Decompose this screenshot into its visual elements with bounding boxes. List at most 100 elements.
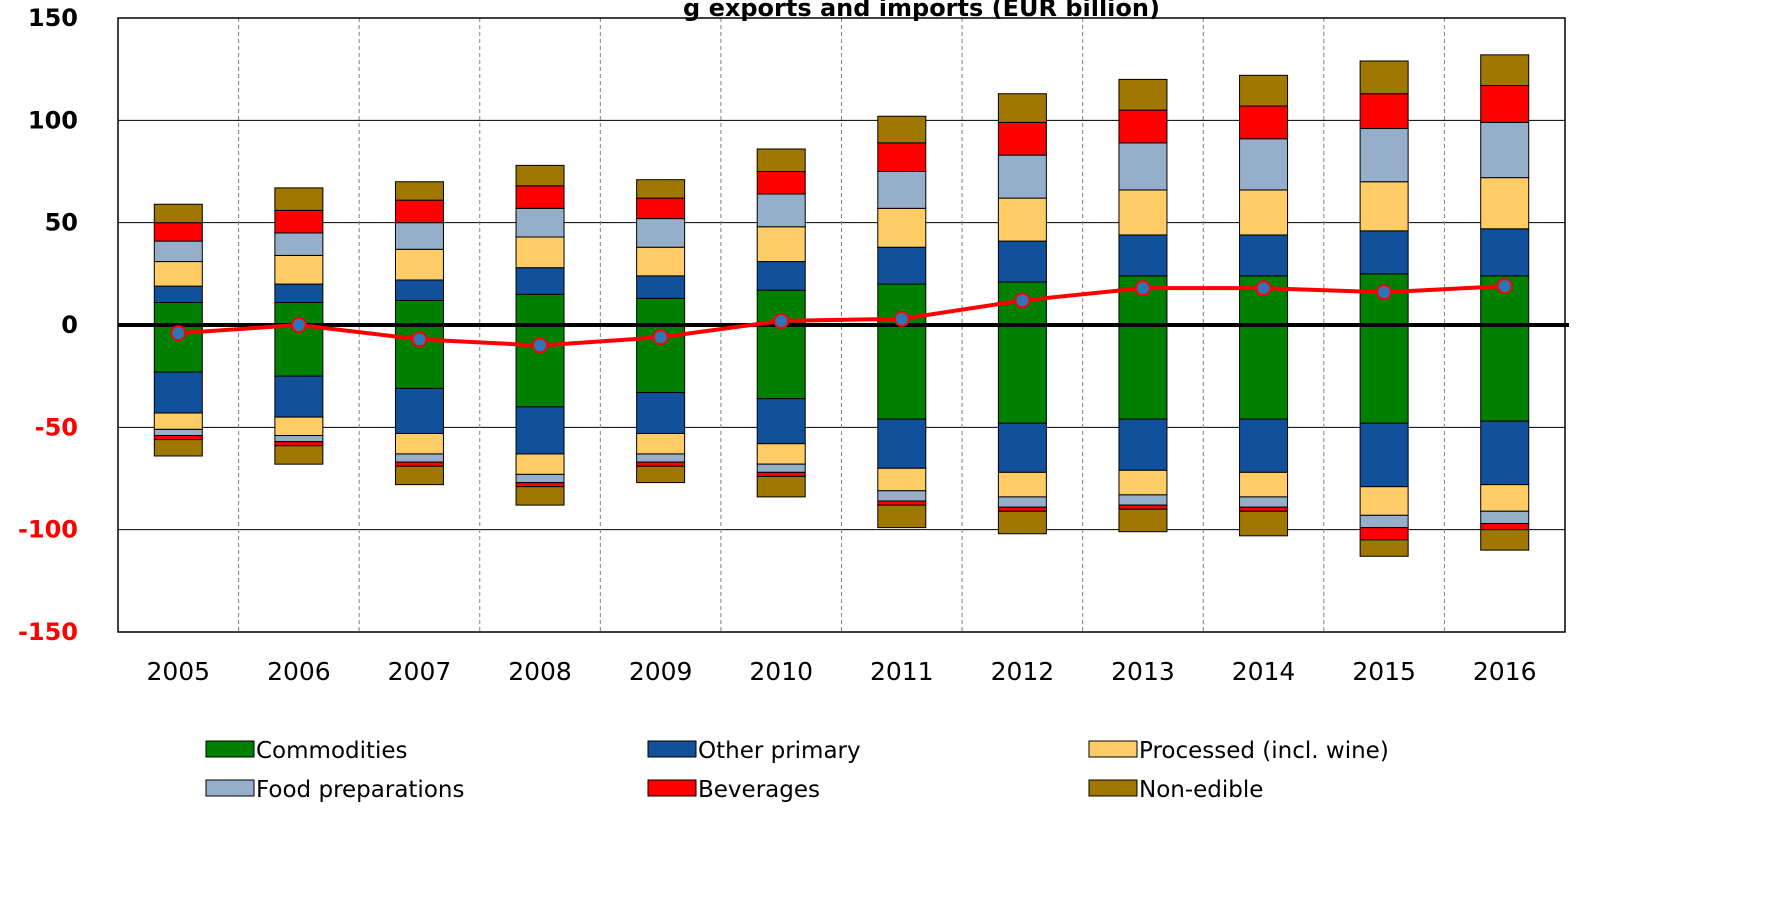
bar-segment xyxy=(997,510,1047,535)
bar-segment xyxy=(1239,74,1289,107)
bar-segment xyxy=(1480,510,1530,525)
bar-segment xyxy=(274,416,324,437)
bar-segment xyxy=(394,432,444,455)
bar-segment xyxy=(636,465,686,484)
bar-segment xyxy=(1118,142,1168,191)
x-tick-label: 2014 xyxy=(1232,657,1296,686)
bar-segment xyxy=(756,193,806,228)
bar-segment xyxy=(1480,324,1530,422)
legend-swatch xyxy=(205,779,255,797)
bar-segment xyxy=(394,299,444,326)
bar-segment xyxy=(997,324,1047,424)
x-tick-label: 2007 xyxy=(388,657,452,686)
bar-segment xyxy=(1118,109,1168,144)
bar-segment xyxy=(394,461,444,467)
bar-segment xyxy=(1359,181,1409,232)
bar-segment xyxy=(1239,506,1289,512)
bar-segment xyxy=(1480,54,1530,87)
bar-segment xyxy=(997,422,1047,473)
balance-point xyxy=(652,329,669,346)
bar-segment xyxy=(1359,527,1409,541)
bar-segment xyxy=(877,207,927,248)
bar-segment xyxy=(877,467,927,492)
balance-point xyxy=(411,331,428,348)
balance-point xyxy=(532,337,549,354)
y-tick-label: 0 xyxy=(61,311,78,339)
bar-segment xyxy=(997,197,1047,242)
bar-segment xyxy=(153,412,203,430)
bar-segment xyxy=(1480,121,1530,179)
balance-point xyxy=(1496,278,1513,295)
bar-segment xyxy=(394,279,444,301)
bar-segment xyxy=(515,164,565,187)
bar-segment xyxy=(877,504,927,529)
bar-segment xyxy=(394,465,444,486)
bar-segment xyxy=(1359,324,1409,424)
bar-segment xyxy=(756,324,806,400)
bar-segment xyxy=(274,375,324,418)
bar-segment xyxy=(515,324,565,408)
bar-segment xyxy=(997,121,1047,156)
bar-segment xyxy=(515,236,565,269)
balance-point xyxy=(1134,280,1151,297)
bar-segment xyxy=(153,371,203,414)
bar-segment xyxy=(274,441,324,447)
bar-segment xyxy=(394,199,444,224)
x-tick-label: 2010 xyxy=(749,657,813,686)
legend-label: Beverages xyxy=(698,777,820,803)
bar-segment xyxy=(756,148,806,172)
bar-segment xyxy=(1118,494,1168,506)
bar-segment xyxy=(394,453,444,463)
bar-segment xyxy=(997,496,1047,508)
bar-segment xyxy=(153,301,203,326)
bar-segment xyxy=(1359,128,1409,183)
bar-segment xyxy=(1118,78,1168,111)
bar-segment xyxy=(756,471,806,477)
bar-segment xyxy=(997,93,1047,123)
legend-label: Commodities xyxy=(256,738,408,764)
balance-point xyxy=(1376,284,1393,301)
bar-segment xyxy=(997,154,1047,199)
bar-segment xyxy=(877,115,927,144)
bar-segment xyxy=(997,506,1047,512)
bar-segment xyxy=(394,181,444,201)
bar-segment xyxy=(877,490,927,502)
x-tick-label: 2005 xyxy=(146,657,210,686)
bar-segment xyxy=(515,267,565,295)
bar-segment xyxy=(1118,189,1168,236)
bar-segment xyxy=(515,207,565,238)
bar-segment xyxy=(515,406,565,455)
bar-segment xyxy=(756,171,806,195)
y-tick-label: 150 xyxy=(28,4,78,32)
balance-line xyxy=(178,284,1505,348)
bar-segment xyxy=(877,171,927,209)
bar-segment xyxy=(394,248,444,281)
bar-segment xyxy=(1118,508,1168,533)
bar-segment xyxy=(636,246,686,277)
y-tick-label: -50 xyxy=(35,413,78,441)
bar-segment xyxy=(274,187,324,211)
bar-segment xyxy=(636,461,686,467)
legend-label: Food preparations xyxy=(256,777,464,803)
bar-segment xyxy=(515,185,565,209)
bar-segment xyxy=(274,324,324,377)
bar-segment xyxy=(1480,228,1530,277)
bar-segment xyxy=(636,179,686,199)
bar-segment xyxy=(1239,234,1289,277)
balance-point xyxy=(170,325,187,342)
bar-segment xyxy=(877,418,927,469)
bar-segment xyxy=(274,435,324,443)
balance-point xyxy=(773,312,790,329)
legend-swatch xyxy=(205,740,255,758)
bar-segment xyxy=(997,240,1047,283)
bar-segment xyxy=(636,275,686,299)
bar-segment xyxy=(1239,189,1289,236)
bar-segment xyxy=(394,222,444,250)
bar-segment xyxy=(274,283,324,303)
bar-segment xyxy=(274,445,324,465)
bar-segment xyxy=(636,432,686,455)
bar-segment xyxy=(274,209,324,234)
x-tick-label: 2008 xyxy=(508,657,572,686)
bar-segment xyxy=(153,203,203,224)
